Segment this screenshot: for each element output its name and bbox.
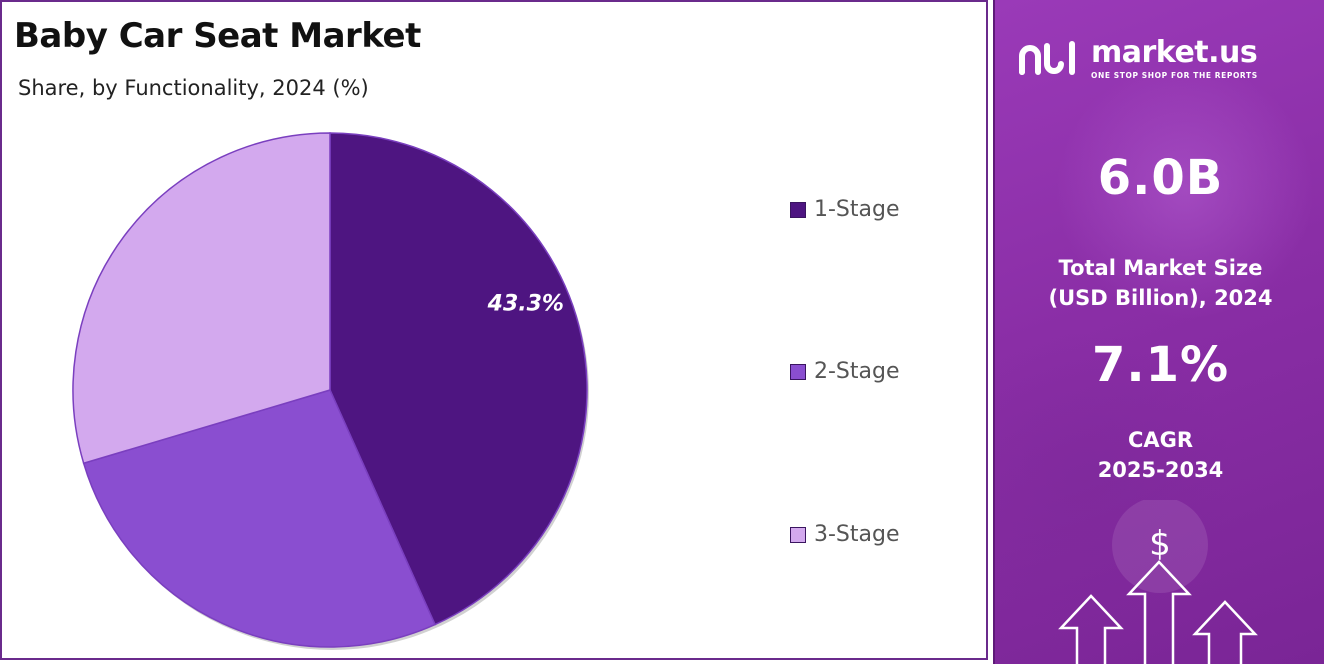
market-us-logo-icon bbox=[1019, 41, 1075, 75]
brand-logo: market.us ONE STOP SHOP FOR THE REPORTS bbox=[1017, 38, 1258, 80]
background-glow bbox=[995, 330, 1235, 630]
summary-panel: market.us ONE STOP SHOP FOR THE REPORTS … bbox=[993, 0, 1324, 664]
brand-tagline: ONE STOP SHOP FOR THE REPORTS bbox=[1091, 71, 1258, 80]
dollar-sign-icon: $ bbox=[1149, 524, 1171, 564]
legend-swatch bbox=[790, 201, 806, 218]
brand-name: market.us bbox=[1091, 35, 1258, 70]
legend-item-1-stage[interactable]: 1-Stage bbox=[790, 197, 900, 222]
legend-swatch bbox=[790, 526, 806, 543]
pie-chart: 43.3% bbox=[72, 132, 589, 650]
pie-slice-3-stage[interactable] bbox=[72, 132, 331, 465]
chart-panel: Baby Car Seat Market Share, by Functiona… bbox=[0, 0, 988, 660]
legend-item-2-stage[interactable]: 2-Stage bbox=[790, 359, 900, 384]
chart-subtitle: Share, by Functionality, 2024 (%) bbox=[18, 76, 369, 100]
cagr-label-line1: CAGR bbox=[1127, 428, 1194, 452]
legend-label: 2-Stage bbox=[814, 359, 900, 384]
legend-swatch bbox=[790, 363, 806, 380]
pie-data-label: 43.3% bbox=[487, 292, 564, 317]
market-size-label-line1: Total Market Size bbox=[1058, 256, 1263, 280]
legend-label: 3-Stage bbox=[814, 522, 900, 547]
market-size-label-line2: (USD Billion), 2024 bbox=[1048, 286, 1273, 310]
legend-label: 1-Stage bbox=[814, 197, 900, 222]
pie-slice-1-stage[interactable] bbox=[329, 132, 588, 626]
growth-arrows-illustration: $ bbox=[1058, 500, 1258, 664]
market-size-value: 6.0B bbox=[1097, 150, 1224, 206]
chart-title: Baby Car Seat Market bbox=[14, 16, 421, 56]
background-glow bbox=[1055, 60, 1315, 320]
legend-item-3-stage[interactable]: 3-Stage bbox=[790, 522, 900, 547]
cagr-value: 7.1% bbox=[1091, 337, 1230, 393]
pie-slice-2-stage[interactable] bbox=[82, 389, 437, 648]
cagr-label-line2: 2025-2034 bbox=[1097, 458, 1224, 482]
